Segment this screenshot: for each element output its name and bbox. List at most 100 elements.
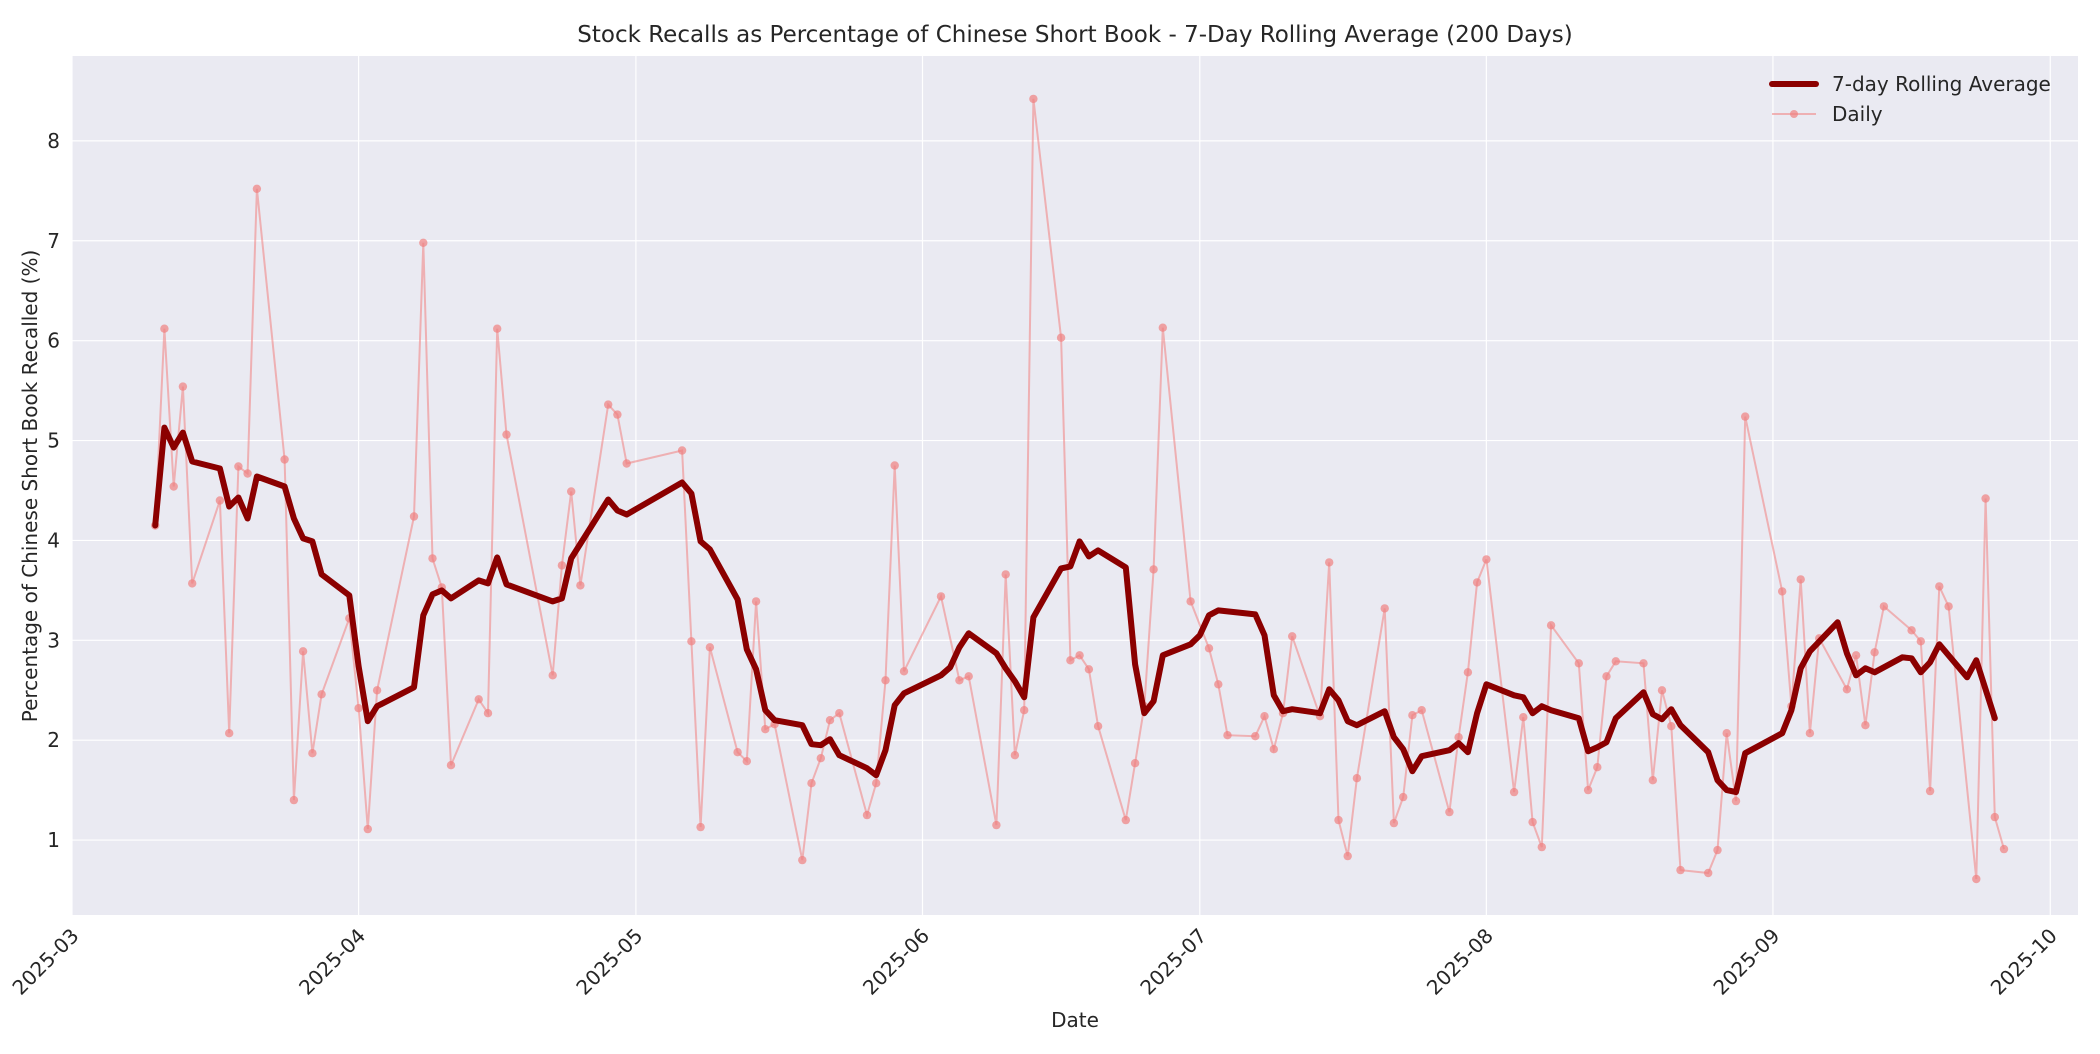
daily-point: [687, 637, 696, 646]
daily-point: [1056, 333, 1066, 342]
x-tick-label: 2025-06: [858, 924, 934, 1000]
x-tick-label: 2025-04: [294, 924, 370, 1000]
daily-point: [1981, 494, 1990, 503]
daily-point: [1260, 712, 1269, 721]
daily-point: [1380, 604, 1389, 613]
daily-point: [742, 757, 751, 766]
daily-point: [1509, 787, 1519, 797]
daily-point: [1472, 578, 1482, 587]
daily-point: [1731, 796, 1741, 806]
chart-title: Stock Recalls as Percentage of Chinese S…: [577, 22, 1573, 48]
daily-point: [992, 820, 1001, 830]
daily-point: [1704, 868, 1713, 878]
daily-point: [816, 754, 825, 763]
daily-point: [372, 686, 382, 695]
daily-point: [1667, 722, 1676, 731]
y-axis-ticks: 1 2 3 4 5 6 7 8: [47, 129, 60, 852]
daily-point: [1482, 555, 1491, 564]
daily-point: [1574, 659, 1584, 668]
daily-point: [1639, 659, 1648, 668]
daily-point: [1805, 729, 1815, 738]
daily-point: [1935, 582, 1944, 591]
daily-point: [835, 709, 844, 718]
daily-point: [1399, 792, 1408, 802]
daily-point: [1907, 626, 1916, 635]
daily-point: [1796, 575, 1805, 584]
daily-point: [1851, 651, 1861, 660]
daily-point: [1352, 774, 1362, 783]
daily-point: [280, 455, 289, 464]
daily-point: [1408, 711, 1417, 720]
rolling-average-line: [152, 424, 1998, 796]
daily-point: [160, 324, 169, 333]
daily-point: [252, 184, 262, 193]
daily-point: [298, 647, 308, 656]
daily-point: [169, 482, 178, 491]
daily-point: [622, 459, 631, 468]
daily-point: [761, 725, 770, 734]
gridlines: [71, 56, 2078, 915]
daily-point: [428, 554, 437, 563]
daily-point: [1778, 587, 1787, 596]
daily-point: [1251, 732, 1260, 741]
y-tick-label: 5: [47, 429, 60, 453]
daily-point: [1519, 713, 1528, 722]
x-tick-label: 2025-10: [1986, 924, 2062, 1000]
y-tick-label: 6: [47, 329, 60, 353]
daily-point: [576, 581, 585, 590]
daily-point: [557, 561, 567, 570]
daily-point: [751, 597, 761, 606]
daily-point: [1269, 745, 1279, 754]
daily-point: [1593, 763, 1602, 772]
x-axis-ticks: 2025-03 2025-04 2025-05 2025-06 2025-07 2025-…: [7, 924, 2061, 1000]
y-tick-label: 7: [47, 229, 60, 253]
x-tick-label: 2025-03: [7, 924, 83, 1000]
daily-point: [289, 795, 299, 805]
legend-daily-marker-icon: [1790, 110, 1798, 118]
daily-point: [1093, 722, 1103, 731]
x-tick-label: 2025-07: [1135, 924, 1211, 1000]
daily-point: [1611, 657, 1621, 666]
daily-point: [493, 324, 502, 333]
daily-point: [733, 748, 742, 757]
daily-point: [548, 671, 557, 680]
daily-point: [1546, 621, 1556, 630]
daily-point: [881, 676, 890, 685]
daily-series: [151, 94, 2009, 884]
x-tick-label: 2025-08: [1422, 924, 1498, 1000]
daily-point: [502, 430, 511, 439]
daily-point: [1343, 851, 1352, 861]
daily-point: [1925, 786, 1935, 796]
daily-point: [1713, 845, 1722, 855]
daily-point: [234, 462, 243, 471]
legend: 7-day Rolling Average Daily: [1769, 72, 2051, 126]
y-tick-label: 2: [47, 728, 60, 752]
daily-point: [964, 672, 973, 681]
daily-point: [243, 469, 252, 478]
daily-point: [1325, 558, 1334, 567]
daily-point: [1537, 842, 1547, 852]
daily-point: [1417, 706, 1426, 715]
daily-point: [604, 400, 613, 409]
daily-point: [1741, 412, 1750, 421]
daily-point: [1648, 776, 1658, 785]
daily-point: [225, 729, 234, 738]
rolling-average-series: [152, 424, 1998, 796]
daily-point: [1204, 644, 1214, 653]
daily-point: [1842, 685, 1852, 694]
daily-point: [1214, 680, 1223, 689]
daily-point: [1861, 721, 1870, 730]
daily-point: [1075, 651, 1084, 660]
daily-point: [825, 716, 835, 725]
daily-point: [807, 779, 816, 788]
daily-point: [1288, 632, 1297, 641]
daily-point: [215, 496, 225, 505]
daily-point: [955, 676, 964, 685]
daily-point: [567, 487, 576, 496]
daily-point: [1657, 686, 1667, 695]
daily-point: [1972, 874, 1981, 884]
daily-point: [677, 446, 687, 455]
x-tick-label: 2025-05: [571, 924, 647, 1000]
